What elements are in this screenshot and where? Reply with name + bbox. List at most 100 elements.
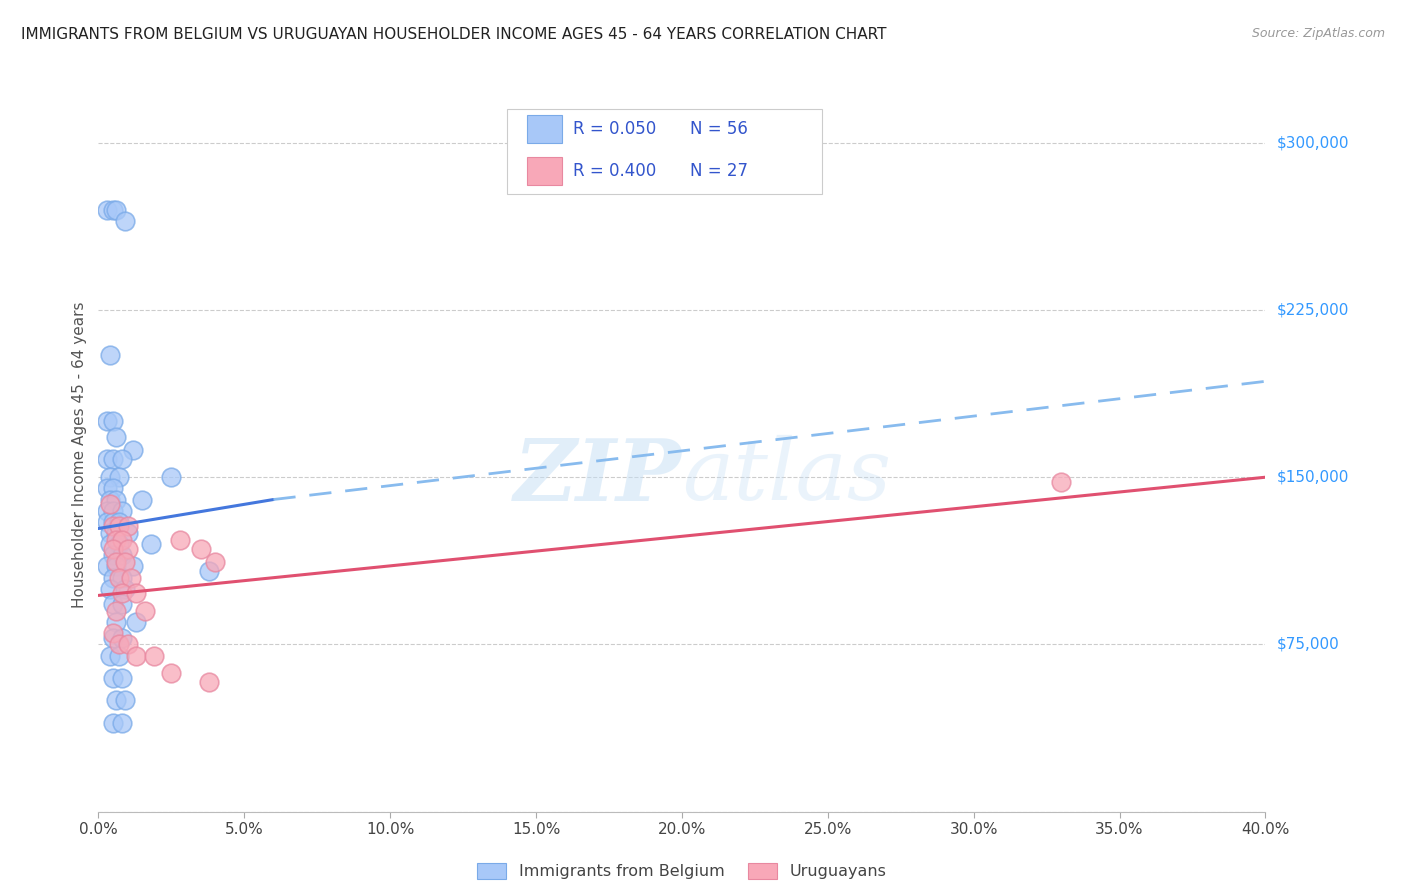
Point [111,586,134,600]
Point [114,555,136,569]
Point [96,559,118,574]
Point [96,503,118,517]
Point [101,482,124,496]
Point [98,497,121,511]
Point [125,648,148,663]
Point [104,533,127,547]
Point [104,604,127,618]
Text: Source: ZipAtlas.com: Source: ZipAtlas.com [1251,27,1385,40]
Point [111,571,134,585]
Point [104,492,127,507]
Text: $300,000: $300,000 [1277,136,1348,150]
Point [120,571,142,585]
Text: ZIP: ZIP [515,434,682,518]
Point [117,519,139,533]
FancyBboxPatch shape [527,114,562,143]
Point [108,648,131,663]
Point [96,202,118,217]
Text: atlas: atlas [682,435,891,517]
Text: N = 27: N = 27 [690,162,748,180]
Point [108,519,131,533]
Text: IMMIGRANTS FROM BELGIUM VS URUGUAYAN HOUSEHOLDER INCOME AGES 45 - 64 YEARS CORRE: IMMIGRANTS FROM BELGIUM VS URUGUAYAN HOU… [21,27,887,42]
Legend: Immigrants from Belgium, Uruguayans: Immigrants from Belgium, Uruguayans [471,856,893,886]
Point [101,452,124,467]
Point [111,715,134,730]
Point [101,519,124,533]
Point [101,571,124,585]
Point [104,615,127,630]
Point [117,541,139,556]
Point [114,693,136,707]
Text: $225,000: $225,000 [1277,302,1348,318]
Text: $75,000: $75,000 [1277,637,1340,652]
Point [117,637,139,651]
Point [104,693,127,707]
Point [190,541,212,556]
Point [125,615,148,630]
Point [108,515,131,529]
Point [98,648,121,663]
Point [96,515,118,529]
Point [108,637,131,651]
Point [104,202,127,217]
Point [160,666,183,681]
Point [96,452,118,467]
Point [134,604,156,618]
Point [101,541,124,556]
Point [125,586,148,600]
Point [98,537,121,551]
Point [142,648,165,663]
Point [111,548,134,563]
Point [101,503,124,517]
Point [98,492,121,507]
Point [101,414,124,428]
Point [108,571,131,585]
Point [122,559,145,574]
Point [98,526,121,541]
Point [139,537,162,551]
Point [111,503,134,517]
Point [104,526,127,541]
Point [98,470,121,484]
Point [111,533,134,547]
Point [108,537,131,551]
Point [98,582,121,596]
Point [101,631,124,645]
Point [111,452,134,467]
Point [101,202,124,217]
Point [101,598,124,612]
Text: N = 56: N = 56 [690,120,748,137]
FancyBboxPatch shape [527,157,562,186]
Point [111,598,134,612]
Point [117,526,139,541]
Y-axis label: Householder Income Ages 45 - 64 years: Householder Income Ages 45 - 64 years [72,301,87,608]
Point [131,492,153,507]
Point [96,414,118,428]
Point [198,675,221,690]
Point [101,671,124,685]
Text: R = 0.400: R = 0.400 [574,162,657,180]
Point [114,213,136,227]
Point [104,559,127,574]
Point [101,515,124,529]
Point [101,548,124,563]
FancyBboxPatch shape [506,109,823,194]
Point [160,470,183,484]
Text: R = 0.050: R = 0.050 [574,120,657,137]
Point [111,671,134,685]
Point [104,555,127,569]
Point [101,626,124,640]
Point [111,631,134,645]
Point [96,482,118,496]
Point [204,555,226,569]
Point [104,430,127,444]
Point [108,470,131,484]
Point [98,347,121,362]
Text: $150,000: $150,000 [1277,470,1348,484]
Point [1050,475,1073,489]
Point [114,582,136,596]
Point [198,564,221,578]
Point [122,443,145,458]
Point [101,715,124,730]
Point [169,533,191,547]
